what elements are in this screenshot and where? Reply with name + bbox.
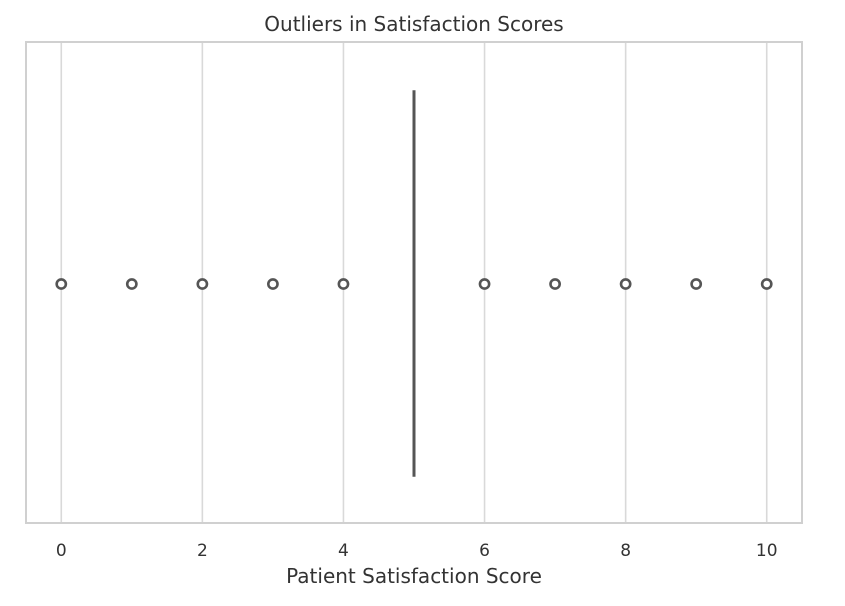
x-tick-labels: 0 2 4 6 8 10	[56, 541, 778, 561]
plot-frame	[25, 41, 803, 524]
x-tick-label-6: 6	[479, 541, 490, 561]
x-tick-label-10: 10	[756, 541, 778, 561]
outlier-point-7	[549, 278, 561, 290]
outlier-point-9	[690, 278, 703, 290]
x-tick-label-0: 0	[56, 541, 67, 561]
outlier-point-6	[478, 278, 491, 290]
outlier-point-10	[760, 278, 773, 290]
outlier-point-8	[619, 278, 632, 290]
outlier-points	[55, 278, 773, 290]
x-tick-label-8: 8	[620, 541, 631, 561]
box-plot	[412, 90, 416, 477]
x-axis-label: Patient Satisfaction Score	[286, 564, 542, 588]
x-tick-label-4: 4	[338, 541, 349, 561]
x-tick-label-2: 2	[197, 541, 208, 561]
outlier-point-3	[267, 278, 279, 290]
outlier-point-4	[337, 278, 350, 290]
outlier-point-1	[125, 278, 138, 290]
chart-title: Outliers in Satisfaction Scores	[264, 12, 563, 36]
outlier-point-0	[55, 278, 68, 290]
outlier-point-2	[196, 278, 209, 290]
